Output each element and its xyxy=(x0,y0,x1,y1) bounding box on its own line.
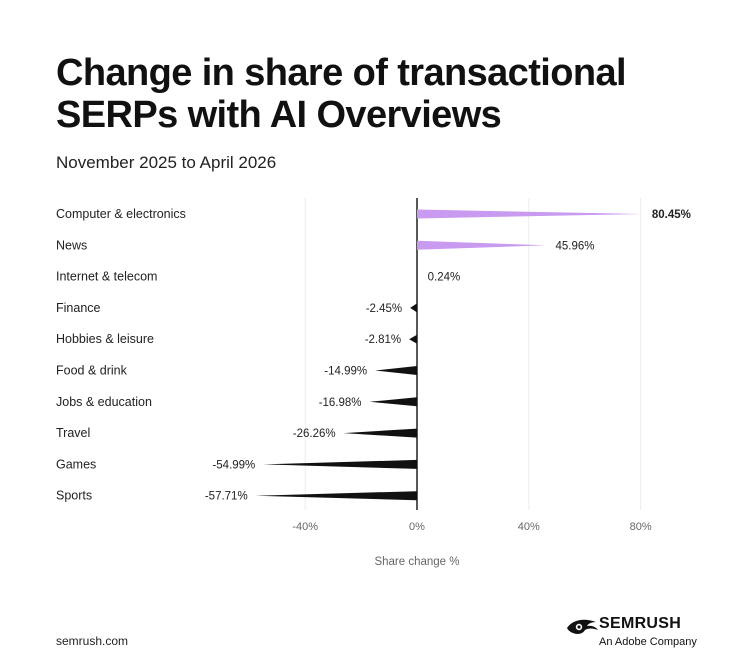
bar xyxy=(255,491,417,501)
bar-chart: -40% 0% 40% 80% Computer & electronics 80.45%… xyxy=(56,198,691,568)
brand-name: SEMRUSH xyxy=(599,615,682,632)
category-label: News xyxy=(56,238,87,252)
category-label: Jobs & education xyxy=(56,395,152,409)
value-label: -26.26% xyxy=(293,428,336,440)
chart-title: Change in share of transactional SERPs w… xyxy=(56,52,627,136)
value-label: -16.98% xyxy=(319,397,362,409)
category-label: Travel xyxy=(56,426,90,440)
x-tick-label: 0% xyxy=(409,521,425,533)
labels: -40% 0% 40% 80% Computer & electronics 80.45%… xyxy=(56,207,691,533)
category-label: Finance xyxy=(56,301,101,315)
x-axis-label: Share change % xyxy=(374,556,459,568)
x-tick-label: -40% xyxy=(292,521,318,533)
category-label: Hobbies & leisure xyxy=(56,332,154,346)
bar xyxy=(417,209,642,219)
value-label: -54.99% xyxy=(212,459,255,471)
bar xyxy=(409,334,417,344)
footer-url: semrush.com xyxy=(56,634,129,648)
bar xyxy=(417,240,546,250)
bars xyxy=(255,209,642,501)
semrush-flame-icon xyxy=(567,619,598,634)
category-label: Games xyxy=(56,457,96,471)
brand-tagline: An Adobe Company xyxy=(599,636,697,648)
chart-subtitle: November 2025 to April 2026 xyxy=(56,153,277,172)
bar xyxy=(369,397,417,407)
bar xyxy=(375,366,417,375)
category-label: Computer & electronics xyxy=(56,207,186,221)
value-label: -2.81% xyxy=(365,334,401,346)
category-label: Internet & telecom xyxy=(56,270,157,284)
grid-lines xyxy=(304,198,642,510)
value-label: -14.99% xyxy=(324,366,367,378)
x-tick-label: 80% xyxy=(630,521,652,533)
category-label: Food & drink xyxy=(56,364,128,378)
bar xyxy=(410,303,417,313)
x-tick-label: 40% xyxy=(518,521,540,533)
bar xyxy=(263,459,417,469)
category-label: Sports xyxy=(56,489,92,503)
value-label: 0.24% xyxy=(428,272,461,284)
value-label: -57.71% xyxy=(205,491,248,503)
bar xyxy=(343,428,417,438)
value-label: 80.45% xyxy=(652,209,691,221)
value-label: -2.45% xyxy=(366,303,402,315)
value-label: 45.96% xyxy=(555,240,594,252)
semrush-logo: SEMRUSH An Adobe Company xyxy=(567,615,702,651)
